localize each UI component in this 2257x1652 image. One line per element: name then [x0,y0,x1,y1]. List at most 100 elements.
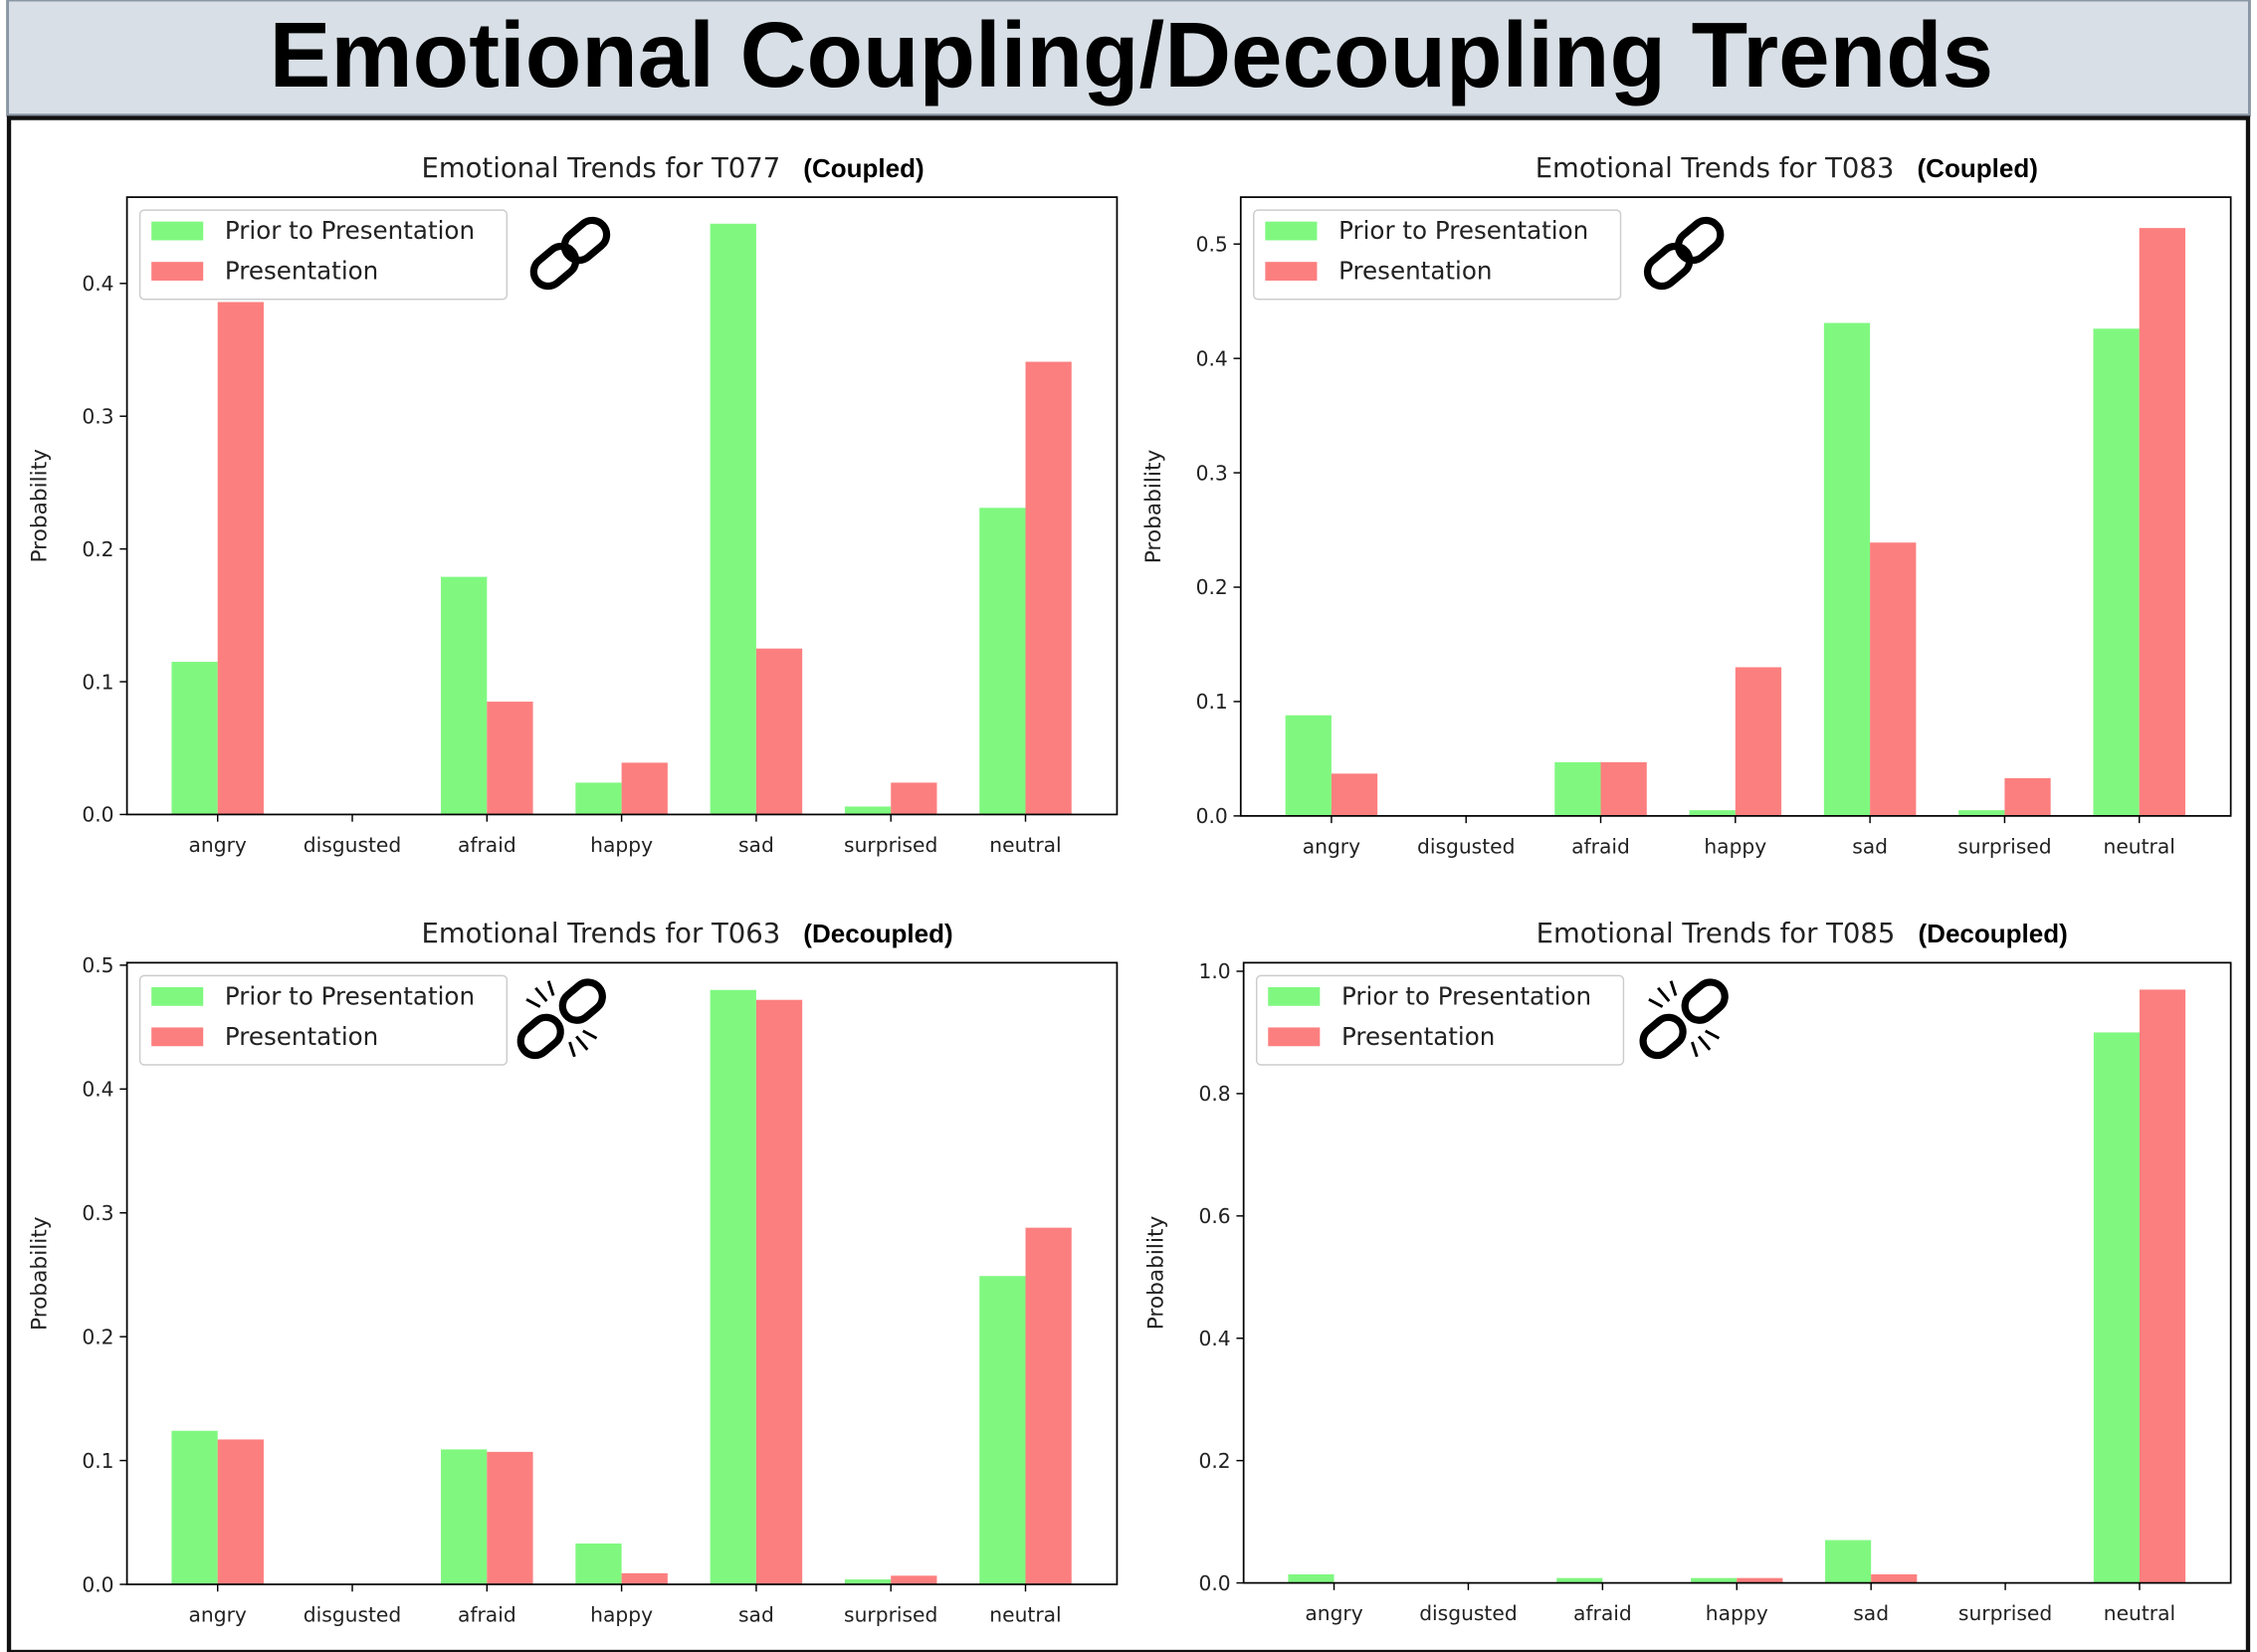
x-tick-label: surprised [844,1603,937,1627]
bar [1554,761,1601,816]
bar [1025,361,1072,815]
y-tick-label: 0.6 [1198,1204,1230,1228]
y-tick-label: 1.0 [1198,959,1230,983]
y-tick-label: 0.2 [1196,575,1228,599]
legend-label: Prior to Presentation [1341,981,1591,1010]
plot-frame [125,196,1119,816]
legend-box [138,974,509,1066]
y-tick-label: 0.4 [82,272,113,296]
y-axis-label: Probability [28,449,53,563]
y-tick-label: 0.0 [1198,1571,1230,1595]
plot-frame [1239,196,2232,817]
legend-label: Prior to Presentation [225,981,475,1010]
page-title: Emotional Coupling/Decoupling Trends [270,3,1993,106]
y-tick-label: 0.4 [1198,1327,1230,1350]
legend-swatch [1265,262,1318,281]
x-tick-label: neutral [2104,834,2175,858]
bar [487,702,533,815]
chart-tag: (Coupled) [1918,153,2038,183]
bar [1288,1573,1334,1583]
legend-swatch [1268,986,1321,1006]
x-tick-label: afraid [1571,834,1630,858]
x-tick-label: neutral [989,833,1061,857]
legend-label: Presentation [225,257,378,286]
x-tick-label: sad [1853,1601,1889,1625]
y-tick-label: 0.2 [82,1325,113,1348]
bar [2093,328,2140,816]
x-tick-label: happy [590,1603,653,1627]
bar [1025,1227,1072,1585]
x-tick-label: afraid [458,1603,516,1627]
x-tick-label: happy [590,833,653,857]
legend-label: Presentation [1338,257,1492,286]
bar [1600,761,1647,816]
broken-link-icon [516,978,1729,1060]
bar [2139,989,2186,1583]
legend-swatch [1265,221,1318,241]
chart-tag: (Decoupled) [1919,919,2068,948]
bar [891,782,937,815]
bar [1870,542,1917,816]
link-icon [529,216,1725,291]
bar [217,302,264,815]
x-tick-label: surprised [1957,834,2051,858]
chart-title: Emotional Trends for T077 [422,153,781,184]
legend-swatch [151,1027,204,1047]
legend-box [1253,209,1622,301]
x-tick-label: angry [189,1603,247,1627]
bar [1689,810,1736,816]
x-tick-label: disgusted [304,833,401,857]
chart-title: Emotional Trends for T085 [1537,919,1896,949]
bar [217,1439,264,1585]
bar [171,1430,218,1585]
bar [2139,228,2185,816]
x-tick-label: disgusted [304,1603,401,1627]
bar [441,1449,488,1585]
x-tick-label: happy [1704,834,1766,858]
chart-tag: (Decoupled) [803,919,952,948]
bar [621,762,668,815]
y-tick-label: 0.1 [1196,690,1228,714]
bar [1871,1573,1918,1583]
y-tick-label: 0.2 [1198,1449,1230,1473]
header-bar [6,0,2251,117]
x-tick-label: surprised [844,833,937,857]
y-tick-label: 0.3 [82,1201,113,1225]
bar [979,508,1026,815]
legend-swatch [151,262,204,281]
x-tick-label: neutral [2104,1601,2175,1625]
bar [755,648,803,815]
bar [710,989,756,1585]
y-axis-label: Probability [1141,450,1166,564]
x-tick-label: angry [189,833,247,857]
bar [575,1543,622,1585]
y-tick-label: 0.0 [82,1572,113,1596]
plot-frame [1242,961,2232,1584]
x-tick-label: neutral [989,1603,1061,1627]
y-axis-label: Probability [1144,1216,1169,1331]
bar [1691,1577,1738,1583]
y-tick-label: 0.0 [82,803,113,827]
x-tick-label: afraid [1573,1601,1632,1625]
chart-title: Emotional Trends for T083 [1536,153,1895,184]
legend-box [138,209,509,301]
y-tick-label: 0.3 [82,404,113,428]
bar [1958,810,2005,816]
bar [487,1451,533,1585]
bar [1331,773,1378,816]
bar [621,1572,668,1585]
bar [891,1575,937,1585]
bar [171,662,218,815]
legend-swatch [151,986,204,1006]
plot-frame [125,961,1119,1585]
y-axis-label: Probability [28,1216,53,1331]
bar [755,999,803,1585]
y-tick-label: 0.2 [82,537,113,561]
content-frame [6,115,2251,1652]
legend-box [1255,974,1625,1066]
x-tick-label: disgusted [1419,1601,1517,1625]
y-tick-label: 0.4 [1196,346,1228,370]
legend-swatch [151,221,204,241]
y-tick-label: 0.0 [1196,804,1228,828]
